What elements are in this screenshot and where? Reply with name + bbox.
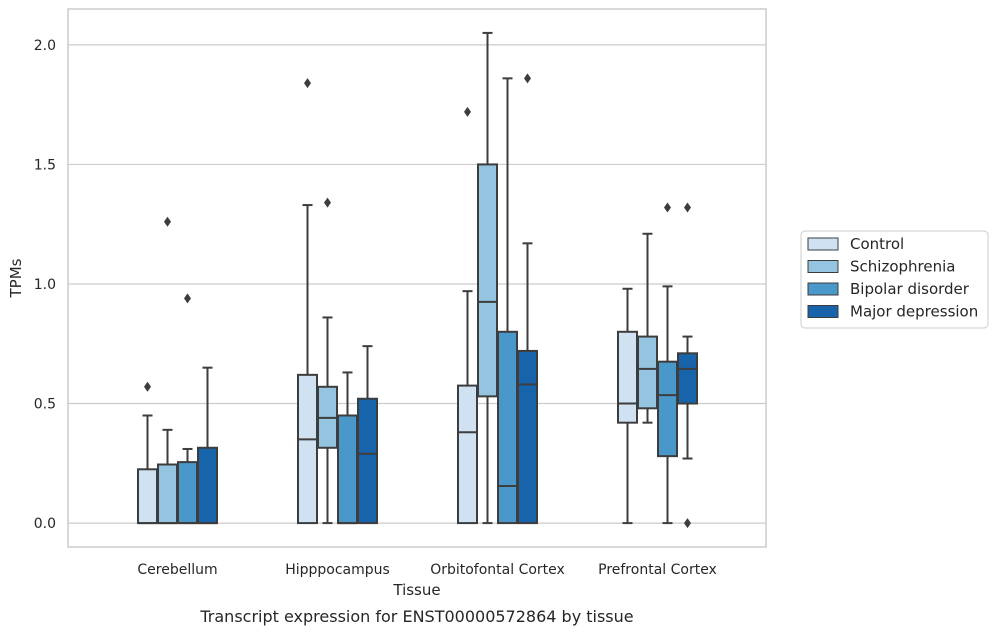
outlier-marker [164,216,171,227]
box-iqr [337,414,358,525]
box-schizophrenia [477,31,498,525]
chart-caption: Transcript expression for ENST0000057286… [199,607,633,626]
box-iqr [297,373,318,525]
box-bipolar-disorder [657,202,678,525]
box-iqr [657,360,678,458]
plot-frame [67,8,767,548]
y-tick-label: 0.5 [34,397,56,413]
outlier-marker [684,202,691,213]
box-major-depression [677,202,698,529]
box-bipolar-disorder [337,371,358,525]
box-iqr [477,163,498,398]
box-major-depression [357,345,378,525]
outlier-marker [464,106,471,117]
box-iqr [137,468,158,525]
box-major-depression [197,366,218,525]
outlier-marker [184,293,191,304]
box-iqr [157,463,178,525]
box-control [617,287,638,525]
box-iqr [637,335,658,410]
x-axis-label: Tissue [392,581,440,599]
legend-label: Schizophrenia [850,258,955,276]
x-tick-label: Cerebellum [137,562,217,578]
y-axis-label: TPMs [7,258,25,298]
legend: Control Schizophrenia Bipolar disorder Majo… [800,230,989,329]
box-major-depression [517,73,538,525]
box-iqr [177,461,198,525]
box-control [457,106,478,525]
outlier-marker [324,197,331,208]
y-tick-label: 2.0 [34,38,56,54]
legend-frame [800,230,989,329]
outlier-marker [684,518,691,529]
legend-label: Bipolar disorder [850,280,970,298]
box-iqr [517,349,538,525]
legend-swatch [807,282,839,296]
box-control [297,78,318,525]
y-tick-label: 1.0 [34,277,56,293]
box-iqr [677,352,698,405]
box-bipolar-disorder [497,77,518,525]
outlier-marker [144,381,151,392]
box-bipolar-disorder [177,293,198,525]
y-tick-labels: 0.0 0.5 1.0 1.5 2.0 [34,38,56,532]
x-tick-label: Prefrontal Cortex [598,562,717,578]
legend-swatch [807,260,839,273]
legend-swatch [807,237,839,251]
legend-label: Major depression [850,303,978,321]
box-iqr [617,330,638,424]
x-tick-label: Hipppocampus [285,562,390,578]
box-iqr [197,446,218,525]
outlier-marker [664,202,671,213]
box-schizophrenia [317,197,338,525]
y-tick-label: 0.0 [34,516,56,532]
box-iqr [357,397,378,525]
y-tick-label: 1.5 [34,157,56,173]
box-iqr [457,384,478,525]
box-schizophrenia [157,216,178,525]
box-iqr [497,330,518,525]
x-tick-label: Orbitofontal Cortex [430,562,565,578]
outlier-marker [304,78,311,89]
legend-swatch [807,305,839,318]
box-control [137,381,158,525]
box-schizophrenia [637,232,658,424]
legend-label: Control [850,235,904,253]
boxes [137,31,698,529]
x-tick-labels: Cerebellum Hipppocampus Orbitofontal Corte… [137,562,716,578]
outlier-marker [524,73,531,84]
